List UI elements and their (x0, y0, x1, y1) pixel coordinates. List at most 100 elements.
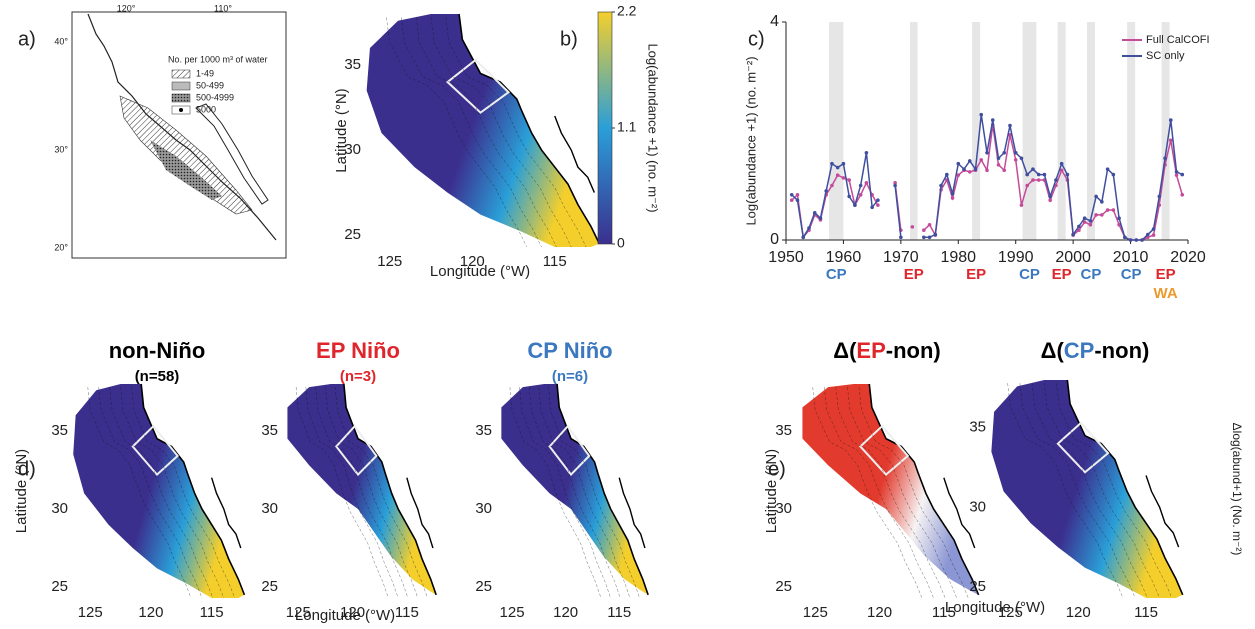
y-axis-label: Latitude (°N) (333, 88, 350, 172)
contour (445, 17, 587, 248)
point (835, 173, 840, 177)
point (1123, 235, 1127, 240)
point (985, 151, 989, 155)
map-title: Δ(CP-non) (1041, 338, 1150, 363)
coastline (140, 383, 246, 596)
event-band (1022, 22, 1037, 240)
contour (401, 17, 542, 248)
point (789, 198, 794, 203)
y-tick-label: 35 (475, 422, 492, 439)
contour (509, 387, 602, 599)
coastline (618, 477, 646, 549)
coastline (1066, 379, 1184, 596)
title-part: CP (1064, 338, 1095, 363)
x-tick-label: 115 (607, 604, 631, 621)
event-band (1161, 22, 1170, 240)
point (899, 235, 903, 240)
contour (325, 387, 418, 599)
contour (295, 387, 389, 599)
point (1174, 173, 1179, 177)
contour (98, 387, 203, 599)
point (1048, 194, 1052, 199)
coastline (343, 383, 437, 596)
legend-dot (179, 108, 183, 112)
event-label: CP (826, 266, 847, 283)
legend-item: 1-49 (196, 68, 214, 78)
event-label: CP (1081, 266, 1102, 283)
point (1168, 118, 1173, 122)
point (789, 192, 794, 197)
point (1059, 168, 1064, 173)
contour (835, 387, 946, 599)
map-title: EP Niño (316, 338, 400, 363)
y-tick-label: 25 (775, 578, 792, 595)
point (1019, 203, 1024, 207)
event-band (910, 22, 918, 240)
colorbar-tick-label: 2.2 (617, 3, 637, 19)
x-tick-label: 115 (1134, 604, 1158, 621)
y-tick-label: 35 (344, 56, 361, 73)
legend-title: No. per 1000 m³ of water (168, 54, 268, 64)
lon-tick: 110° (214, 3, 232, 13)
contour (1031, 383, 1148, 599)
study-box (858, 424, 910, 476)
point (967, 170, 972, 174)
legend-item: 500-4999 (196, 92, 234, 102)
point (1059, 161, 1064, 166)
point (1025, 172, 1029, 177)
title-part: CP Niño (527, 338, 612, 363)
point (801, 235, 806, 240)
event-band (829, 22, 844, 240)
point (824, 189, 828, 193)
title-part: -non) (1094, 338, 1149, 363)
point (1180, 192, 1185, 197)
point (1111, 208, 1116, 212)
contour (1056, 383, 1173, 599)
y-axis-label: Log(abundance +1) (no. m⁻²) (743, 56, 758, 225)
point (841, 176, 846, 180)
point (847, 178, 851, 182)
point (979, 112, 984, 117)
title-part: Δ( (1041, 338, 1065, 363)
x-axis-label: Longitude (°W) (295, 607, 395, 624)
contour (109, 387, 214, 599)
panel-label: e) (768, 458, 786, 480)
coastline (556, 383, 649, 596)
y-tick-label: 30 (51, 500, 68, 517)
event-band (972, 22, 981, 240)
study-box (334, 424, 378, 477)
title-part: Δ( (833, 338, 857, 363)
lon-tick: 120° (117, 3, 136, 13)
contour (415, 17, 557, 248)
point (853, 203, 857, 207)
x-tick-label: 120 (138, 604, 163, 621)
panel-label: d) (18, 458, 36, 480)
point (1105, 208, 1110, 212)
point (795, 192, 800, 197)
event-label: WA (1154, 285, 1178, 302)
colorbar-tick-label: 0 (617, 235, 625, 251)
point (1105, 167, 1110, 171)
y-tick-label: 35 (51, 422, 68, 439)
x-tick-label: 125 (286, 604, 311, 621)
y-tick-label: 30 (261, 500, 278, 517)
y-tick-label: 25 (969, 578, 986, 595)
point (1100, 200, 1104, 204)
contour (519, 387, 611, 599)
point (945, 172, 949, 177)
point (1163, 156, 1167, 161)
x-tick-label: 1970 (883, 249, 919, 266)
point (1151, 233, 1156, 237)
title-part: EP (856, 338, 885, 363)
series-line (791, 114, 1183, 241)
series-line (791, 124, 1183, 241)
data-region (287, 384, 437, 595)
point (927, 222, 932, 227)
study-box (1056, 421, 1110, 474)
point (835, 165, 840, 170)
point (1013, 158, 1018, 162)
x-axis-label: Longitude (°W) (945, 599, 1045, 616)
point (1100, 213, 1104, 217)
x-tick-label: 2000 (1055, 249, 1091, 266)
point (1071, 232, 1075, 237)
